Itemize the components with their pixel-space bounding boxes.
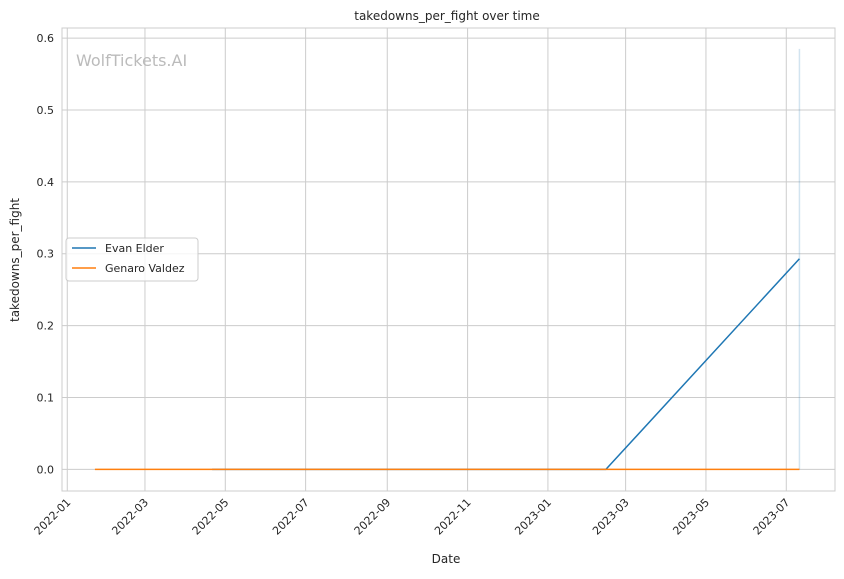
- legend-label-evan-elder: Evan Elder: [105, 242, 164, 255]
- x-axis-label: Date: [432, 552, 461, 566]
- x-tick-label: 2023-05: [670, 496, 712, 538]
- x-tick-label: 2022-07: [270, 496, 312, 538]
- plot-frame: [61, 27, 836, 492]
- x-tick-label: 2023-03: [590, 496, 632, 538]
- x-tick-label: 2022-09: [352, 496, 394, 538]
- x-tick-label: 2022-05: [190, 496, 232, 538]
- legend-label-genaro-valdez: Genaro Valdez: [105, 262, 185, 275]
- chart-title: takedowns_per_fight over time: [354, 9, 540, 23]
- y-tick-label: 0.2: [37, 320, 55, 333]
- y-tick-label: 0.6: [37, 32, 55, 45]
- y-tick-label: 0.1: [37, 392, 55, 405]
- y-tick-label: 0.4: [37, 176, 55, 189]
- legend: Evan Elder Genaro Valdez: [65, 237, 199, 282]
- x-tick-label: 2022-01: [32, 496, 74, 538]
- y-tick-label: 0.5: [37, 104, 55, 117]
- watermark: WolfTickets.AI: [76, 51, 187, 70]
- y-tick-label: 0.0: [37, 463, 55, 476]
- x-tick-label: 2022-11: [432, 496, 474, 538]
- x-tick-label: 2022-03: [109, 496, 151, 538]
- x-tick-label: 2023-01: [512, 496, 554, 538]
- x-tick-label: 2023-07: [751, 496, 793, 538]
- legend-box: [65, 237, 199, 282]
- y-tick-label: 0.3: [37, 248, 55, 261]
- series-line-evan-elder: [212, 258, 800, 471]
- y-axis-label: takedowns_per_fight: [8, 198, 22, 322]
